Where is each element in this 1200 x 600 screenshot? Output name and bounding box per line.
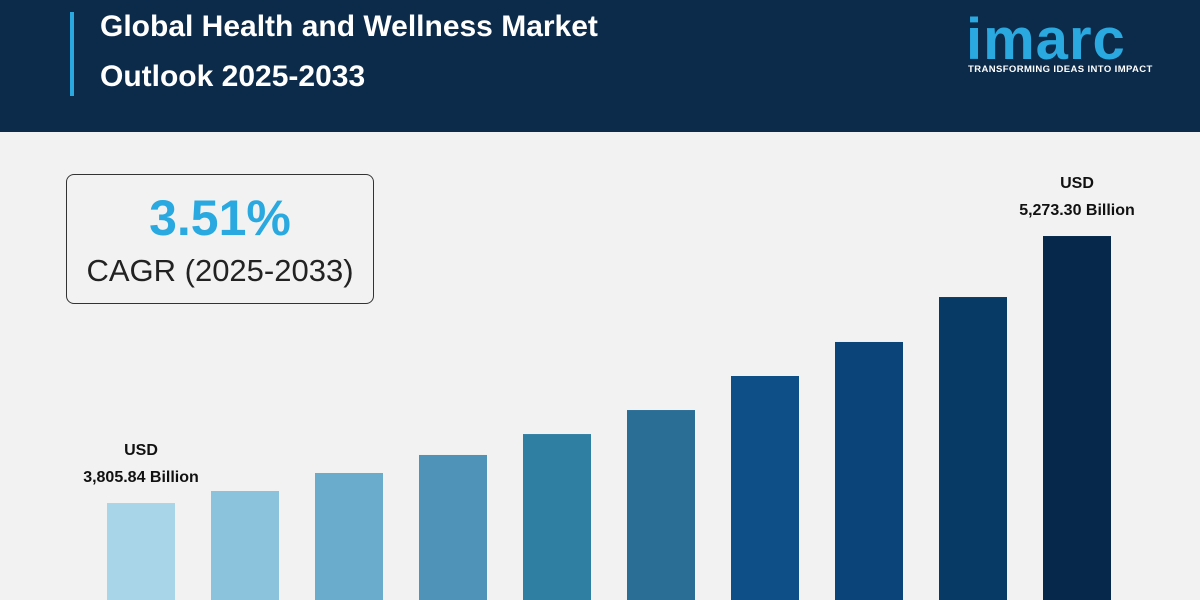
cagr-box: 3.51% CAGR (2025-2033) — [66, 174, 374, 304]
bar — [523, 434, 591, 600]
bar — [835, 341, 903, 600]
cagr-label: CAGR (2025-2033) — [86, 253, 354, 288]
bar — [211, 491, 279, 600]
cagr-value: 3.51% — [149, 190, 291, 246]
title: Global Health and Wellness Market — [100, 10, 598, 43]
tagline: TRANSFORMING IDEAS INTO IMPACT — [968, 64, 1153, 75]
bar — [731, 376, 799, 600]
bar — [627, 410, 695, 600]
bar — [419, 454, 487, 600]
value-label: USD 5,273.30 Billion — [1019, 175, 1135, 220]
bar — [939, 297, 1007, 600]
bar — [107, 503, 175, 600]
bar — [1043, 236, 1111, 600]
title: Outlook 2025-2033 — [100, 60, 366, 93]
logo: imarc — [966, 7, 1126, 72]
value-label: USD 3,805.84 Billion — [83, 442, 199, 487]
bar — [315, 472, 383, 600]
header: Global Health and Wellness Market Outloo… — [0, 0, 1200, 132]
accent-bar — [70, 12, 74, 96]
